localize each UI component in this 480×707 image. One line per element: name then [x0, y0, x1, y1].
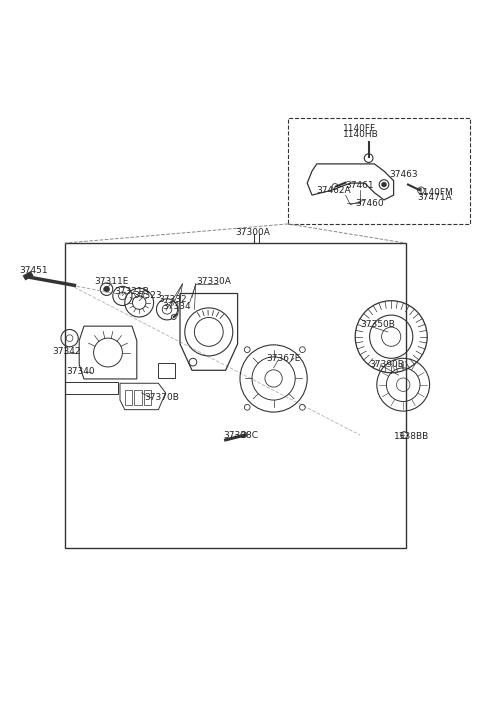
Circle shape [401, 432, 408, 438]
Text: 37334: 37334 [162, 302, 191, 311]
Text: 37471A: 37471A [418, 194, 452, 202]
Text: 37342: 37342 [52, 347, 80, 356]
Bar [65, 243, 406, 548]
Text: 37338C: 37338C [223, 431, 258, 440]
Bar [288, 118, 470, 224]
Text: 37311E: 37311E [95, 277, 129, 286]
Text: 37340: 37340 [66, 367, 95, 375]
Text: 37462A: 37462A [316, 186, 350, 195]
Text: 37330A: 37330A [196, 277, 231, 286]
Text: 1338BB: 1338BB [394, 431, 429, 440]
Text: 37390B: 37390B [370, 360, 405, 368]
Text: 37300A: 37300A [235, 228, 270, 237]
Circle shape [241, 432, 247, 438]
Text: 1140HB: 1140HB [343, 129, 379, 139]
Circle shape [418, 187, 424, 194]
Text: 37323: 37323 [133, 291, 162, 300]
Text: 37461: 37461 [346, 181, 374, 190]
Text: 37460: 37460 [355, 199, 384, 209]
Circle shape [332, 184, 338, 189]
Text: 37451: 37451 [19, 267, 48, 276]
Bar [158, 363, 175, 378]
Circle shape [171, 315, 176, 320]
Text: 37350B: 37350B [360, 320, 395, 329]
Bar [144, 390, 151, 405]
Text: 37321B: 37321B [114, 286, 149, 296]
Bar [125, 390, 132, 405]
Text: 37332: 37332 [158, 296, 187, 304]
Bar [134, 390, 142, 405]
Circle shape [382, 182, 386, 187]
Text: 1140FM: 1140FM [418, 188, 453, 197]
Text: 37463: 37463 [389, 170, 418, 180]
Circle shape [104, 286, 109, 292]
Text: 37370B: 37370B [144, 393, 179, 402]
Text: 1140FF: 1140FF [343, 124, 376, 133]
Text: 37367E: 37367E [266, 354, 301, 363]
Circle shape [364, 154, 373, 163]
